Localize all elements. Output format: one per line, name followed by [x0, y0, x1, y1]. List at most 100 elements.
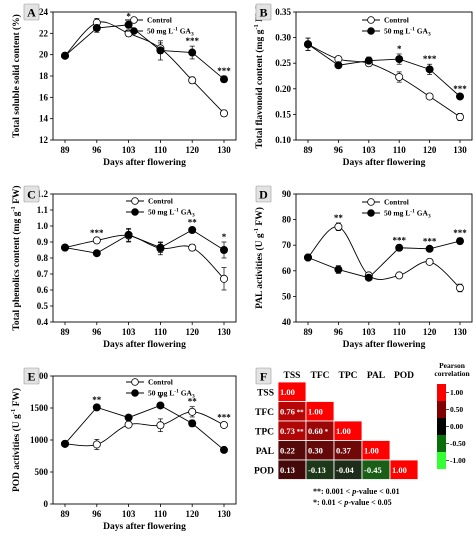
- data-point-ga3: [124, 413, 133, 422]
- legend-label-control: Control: [148, 197, 173, 206]
- legend-marker-control: [367, 198, 375, 206]
- y-tick-label: 90: [282, 189, 292, 199]
- y-tick-label: 0.9: [37, 237, 49, 247]
- legend-label-ga3: 50 mg L-1 GA3: [148, 208, 195, 219]
- data-point-ga3: [61, 243, 70, 252]
- x-tick-label: 110: [154, 145, 168, 155]
- significance-mark: **: [188, 397, 198, 407]
- data-point-ga3: [156, 243, 165, 252]
- x-tick-label: 96: [92, 509, 102, 519]
- data-point-ga3: [61, 51, 70, 60]
- heatmap-value: 1.00: [392, 465, 407, 475]
- panel-e-chart: 05001000150020008996103110120130Days aft…: [10, 367, 237, 532]
- x-tick-label: 110: [393, 145, 407, 155]
- colorbar-title: Pearson: [439, 361, 466, 370]
- panel-letter: A: [27, 6, 36, 20]
- heatmap-row-label: TPC: [255, 427, 274, 437]
- data-point-control: [188, 243, 197, 252]
- y-tick-label: 1500: [30, 403, 49, 413]
- y-tick-label: 16: [39, 92, 49, 102]
- plot-frame-b: [295, 11, 473, 141]
- x-tick-label: 130: [217, 145, 231, 155]
- x-tick-label: 89: [304, 327, 314, 337]
- colorbar-segment: [437, 435, 446, 452]
- data-point-ga3: [124, 230, 133, 239]
- data-point-ga3: [61, 439, 70, 448]
- heatmap-row-label: POD: [254, 466, 274, 476]
- panel-letter-box: [23, 3, 40, 21]
- significance-mark: ***: [217, 66, 231, 76]
- significance-note: *: 0.01 < p-value < 0.05: [313, 498, 392, 507]
- heatmap-column-label: TSS: [284, 371, 301, 381]
- y-tick-label: 1.2: [37, 189, 49, 199]
- x-tick-label: 89: [61, 509, 71, 519]
- data-point-ga3: [395, 243, 404, 252]
- data-point-ga3: [395, 55, 404, 64]
- legend-label-ga3: 50 mg L-1 GA3: [384, 27, 431, 38]
- heatmap-cell: [389, 459, 419, 480]
- y-axis-title: Total flavonoid content (mg g-1 FW): [253, 3, 265, 148]
- colorbar-tick-label: 0.50: [450, 405, 463, 414]
- x-tick-label: 110: [154, 509, 168, 519]
- y-tick-label: 0.30: [275, 33, 291, 43]
- significance-mark: *: [397, 44, 402, 54]
- data-point-control: [395, 73, 404, 82]
- y-tick-label: 80: [282, 215, 292, 225]
- panel-a-chart: 12 14 16 18 20 22 24 89 96 103 110 120 130 Days after…: [11, 3, 237, 168]
- x-tick-label: 130: [217, 509, 231, 519]
- heatmap-column-label: PAL: [367, 371, 385, 381]
- heatmap-row-label: PAL: [256, 447, 274, 457]
- data-point-ga3: [124, 20, 133, 29]
- data-point-control: [219, 109, 228, 118]
- data-point-ga3: [334, 265, 343, 274]
- legend-marker-control: [130, 16, 138, 24]
- x-tick-label: 103: [122, 145, 136, 155]
- legend-marker-control: [367, 16, 375, 24]
- heatmap-value: 0.30: [308, 445, 323, 455]
- x-tick-label: 89: [61, 327, 71, 337]
- data-point-ga3: [425, 244, 434, 253]
- panel-b-chart: 0.10 0.15 0.20 0.25 0.30 0.35 89 96 103 110 120 130…: [253, 3, 473, 168]
- data-point-control: [188, 407, 197, 416]
- x-tick-label: 110: [393, 327, 407, 337]
- x-tick-label: 110: [154, 327, 168, 337]
- colorbar-tick-label: 1.00: [450, 388, 463, 397]
- colorbar-segment: [437, 384, 446, 401]
- x-tick-label: 130: [453, 145, 467, 155]
- heatmap-value: 1.00: [280, 387, 295, 397]
- y-tick-label: 0.4: [37, 317, 49, 327]
- legend-label-control: Control: [384, 198, 409, 207]
- y-axis-title: POD activities (U g-1 FW): [10, 388, 22, 492]
- x-tick-label: 96: [334, 145, 344, 155]
- y-tick-label: 1000: [30, 435, 49, 445]
- x-tick-label: 103: [362, 327, 376, 337]
- significance-mark: ***: [392, 236, 406, 246]
- heatmap-column-label: TFC: [311, 371, 330, 381]
- significance-note: **: 0.001 < p-value < 0.01: [313, 487, 400, 496]
- colorbar-segment: [437, 401, 446, 418]
- panel-letter: F: [260, 370, 267, 384]
- heatmap-value: 0.76 **: [280, 406, 304, 416]
- series-line-control: [307, 226, 461, 289]
- data-point-ga3: [188, 225, 197, 234]
- heatmap-column-label: TPC: [339, 371, 358, 381]
- data-point-control: [156, 421, 165, 430]
- data-point-control: [219, 274, 228, 283]
- legend-marker-ga3: [130, 27, 138, 35]
- significance-mark: ***: [453, 84, 467, 94]
- y-tick-label: 14: [39, 114, 49, 124]
- x-axis-title: Days after flowering: [103, 158, 186, 168]
- y-axis-title: Total soluble solid content (%): [11, 14, 22, 138]
- significance-mark: *: [222, 232, 227, 242]
- series-line-ga3: [64, 229, 225, 254]
- heatmap-value: 1.00: [364, 445, 379, 455]
- data-point-control: [334, 222, 343, 231]
- x-axis-title: Days after flowering: [343, 340, 426, 350]
- data-point-control: [92, 440, 101, 449]
- series-line-control: [64, 234, 225, 280]
- x-tick-label: 96: [92, 145, 102, 155]
- x-axis-title: Days after flowering: [103, 522, 186, 532]
- significance-mark: ***: [423, 54, 437, 64]
- data-point-control: [219, 420, 228, 429]
- series-line-ga3: [307, 240, 461, 279]
